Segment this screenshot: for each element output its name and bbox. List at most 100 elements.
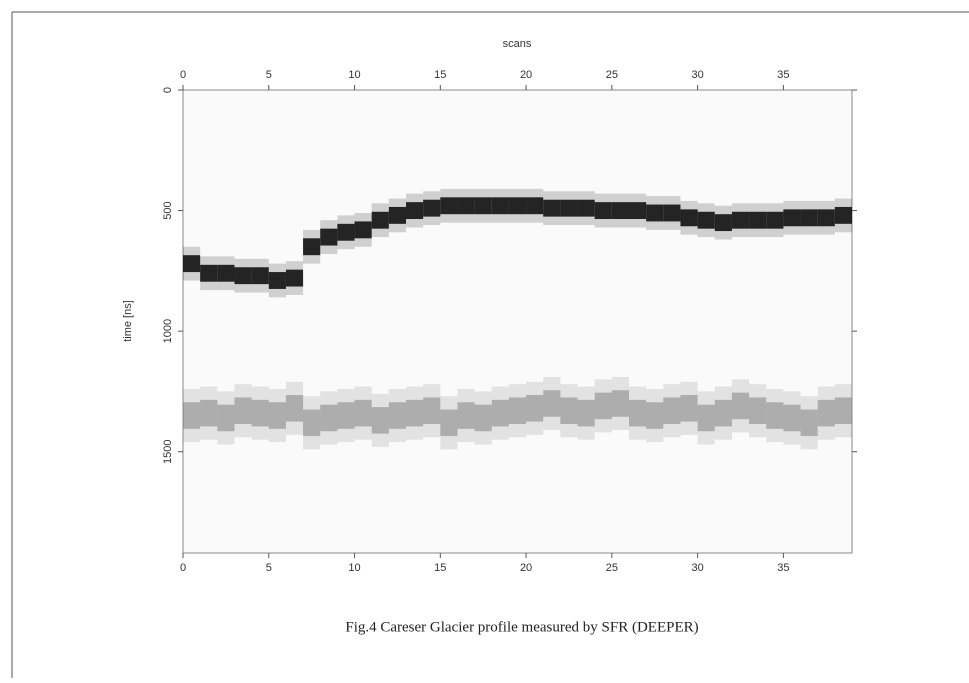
reflector <box>508 397 527 424</box>
reflector <box>543 390 561 417</box>
reflector <box>457 197 475 215</box>
x-tick-label: 20 <box>520 562 532 574</box>
reflector <box>217 404 235 432</box>
reflector <box>303 409 321 437</box>
reflector <box>594 392 612 420</box>
y-axis-label: time [ns] <box>122 300 134 342</box>
reflector <box>646 204 664 222</box>
reflector <box>560 397 578 424</box>
reflector <box>354 399 372 427</box>
reflector <box>508 197 527 215</box>
reflector <box>234 397 252 424</box>
reflector <box>697 211 715 229</box>
x-tick-label: 30 <box>691 562 703 574</box>
reflector <box>406 202 424 220</box>
reflector <box>285 395 304 422</box>
reflector <box>440 197 458 215</box>
reflector <box>440 409 458 437</box>
x-tick-label: 0 <box>180 562 186 574</box>
x-tick-label: 25 <box>606 69 618 81</box>
x-tick-label: 35 <box>777 562 789 574</box>
reflector <box>268 402 286 429</box>
reflector <box>834 206 852 224</box>
reflector <box>183 402 201 429</box>
reflector <box>834 397 852 424</box>
reflector <box>800 409 818 437</box>
caption: Fig.4 Careser Glacier profile measured b… <box>345 619 698 635</box>
reflector <box>680 209 698 227</box>
x-tick-label: 15 <box>434 69 446 81</box>
reflector <box>406 399 424 427</box>
reflector <box>388 402 406 429</box>
reflector <box>251 267 269 285</box>
reflector <box>680 395 698 422</box>
reflector <box>817 399 835 427</box>
reflector <box>371 211 389 229</box>
reflector <box>629 399 647 427</box>
y-tick-label: 500 <box>162 201 174 219</box>
reflector <box>663 204 681 222</box>
reflector <box>766 211 784 229</box>
reflector <box>526 197 544 215</box>
reflector <box>337 223 355 241</box>
reflector <box>543 199 561 217</box>
reflector <box>577 399 595 427</box>
reflector <box>749 211 767 229</box>
reflector <box>663 397 681 424</box>
reflector <box>491 399 509 427</box>
reflector <box>731 211 750 229</box>
reflector <box>268 272 286 289</box>
reflector <box>183 255 201 273</box>
reflector <box>560 199 578 217</box>
reflector <box>577 199 595 217</box>
reflector <box>423 199 441 217</box>
reflector <box>491 197 509 215</box>
x-tick-label: 25 <box>606 562 618 574</box>
reflector <box>354 221 372 239</box>
reflector <box>714 399 732 427</box>
reflector <box>783 404 801 432</box>
x-axis-label: scans <box>503 38 532 50</box>
reflector <box>646 402 664 429</box>
x-tick-label: 5 <box>266 69 272 81</box>
reflector <box>337 402 355 429</box>
reflector <box>611 390 629 417</box>
reflector <box>303 238 321 256</box>
plot-area <box>182 89 853 554</box>
x-tick-label: 30 <box>691 69 703 81</box>
x-tick-label: 10 <box>348 69 360 81</box>
reflector <box>474 404 492 432</box>
y-tick-label: 0 <box>162 87 174 93</box>
reflector <box>234 267 252 285</box>
reflector <box>800 209 818 227</box>
x-tick-label: 0 <box>180 69 186 81</box>
reflector <box>320 404 338 432</box>
reflector <box>474 197 492 215</box>
reflector <box>594 202 612 220</box>
reflector <box>285 269 304 287</box>
reflector <box>423 397 441 424</box>
reflector <box>766 402 784 429</box>
reflector <box>731 392 750 420</box>
reflector <box>526 395 544 422</box>
reflector <box>320 228 338 246</box>
reflector <box>457 402 475 429</box>
reflector <box>817 209 835 227</box>
reflector <box>697 404 715 432</box>
y-tick-label: 1000 <box>162 319 174 343</box>
reflector <box>217 264 235 282</box>
x-tick-label: 10 <box>348 562 360 574</box>
x-tick-label: 15 <box>434 562 446 574</box>
reflector <box>611 202 629 220</box>
reflector <box>629 202 647 220</box>
reflector <box>251 399 269 427</box>
reflector <box>783 209 801 227</box>
reflector <box>200 399 218 427</box>
y-tick-label: 1500 <box>162 439 174 463</box>
reflector <box>388 206 406 224</box>
x-tick-label: 35 <box>777 69 789 81</box>
reflector <box>714 214 732 232</box>
reflector <box>371 407 389 434</box>
